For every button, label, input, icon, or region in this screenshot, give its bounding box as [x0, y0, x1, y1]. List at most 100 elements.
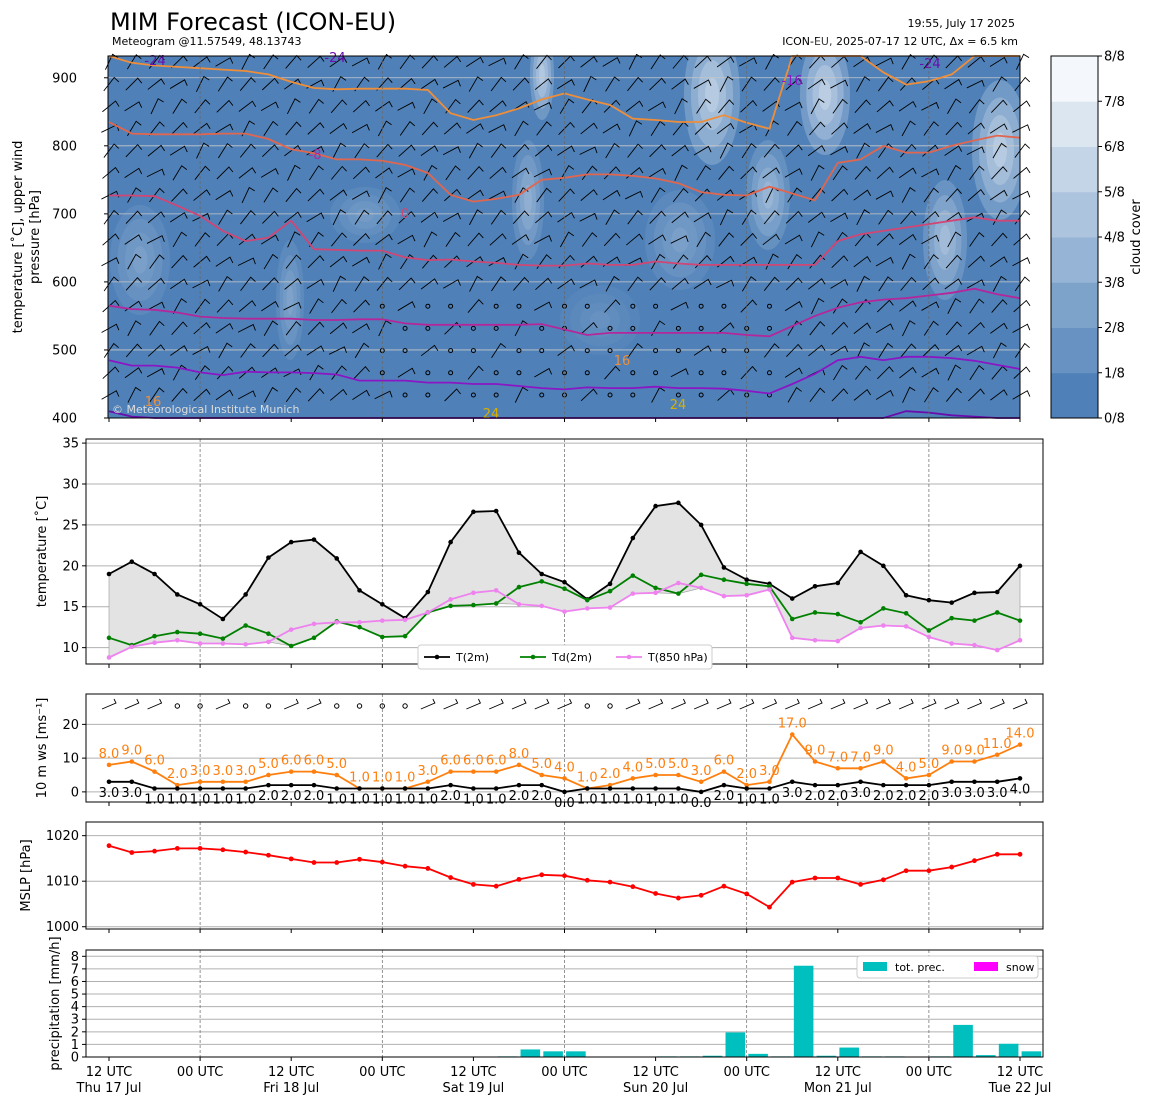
data-point-temp-0 — [197, 601, 203, 607]
cloud-area — [662, 215, 698, 265]
surface-wind-barb — [215, 698, 231, 710]
data-point-mean — [380, 786, 385, 791]
calm-wind-marker — [630, 370, 636, 376]
wind-barb — [103, 209, 120, 225]
wind-barb — [559, 231, 575, 248]
wind-barb — [149, 254, 165, 269]
wind-barb — [878, 342, 894, 359]
wind-barb — [1012, 190, 1031, 200]
wind-barb — [785, 277, 803, 291]
mean-wind-data-label: 1.0 — [759, 793, 780, 808]
y-axis-label-wind: 10 m ws [ms⁻¹] — [35, 698, 50, 799]
data-point-mslp — [972, 858, 977, 864]
wind-barb — [830, 146, 849, 156]
cloud-area — [580, 302, 620, 338]
wind-barb — [672, 187, 689, 203]
wind-barb — [1014, 276, 1030, 292]
colorbar-tick-label: 8/8 — [1104, 50, 1125, 65]
gust-data-label: 9.0 — [941, 744, 962, 759]
precipitation-bar — [702, 1055, 723, 1057]
mean-wind-data-label: 1.0 — [486, 793, 507, 808]
gust-data-label: 9.0 — [873, 744, 894, 759]
wind-barb — [902, 320, 916, 337]
y-tick-label-cloud: 800 — [52, 139, 77, 154]
wind-barb — [876, 166, 894, 180]
wind-barb — [512, 77, 530, 91]
isotherm-label: 16 — [145, 395, 162, 410]
data-point-mean — [607, 786, 613, 791]
wind-barb — [331, 298, 347, 314]
wind-barb — [966, 79, 985, 89]
gust-data-label: 1.0 — [577, 771, 598, 786]
data-point-mslp — [471, 881, 476, 887]
surface-calm-marker — [242, 703, 249, 709]
wind-barb — [741, 209, 757, 225]
wind-barb — [354, 76, 370, 92]
wind-barb — [693, 345, 712, 356]
data-point-temp-2 — [562, 609, 567, 614]
colorbar-step — [1051, 191, 1098, 238]
wind-barb — [329, 322, 348, 335]
gust-data-label: 14.0 — [1006, 727, 1035, 742]
calm-wind-marker — [698, 370, 704, 376]
wind-barb — [445, 98, 461, 114]
wind-barb — [491, 342, 507, 358]
wind-barb — [263, 253, 279, 270]
wind-barb — [467, 99, 484, 113]
wind-barb — [238, 100, 257, 112]
wind-barb — [374, 390, 393, 400]
wind-barb — [285, 121, 302, 136]
data-point-gust — [243, 779, 248, 785]
isotherm-label: -24 — [919, 57, 940, 72]
wind-barb — [488, 190, 507, 200]
wind-barb — [717, 255, 735, 268]
data-point-temp-0 — [949, 600, 954, 605]
wind-barb — [764, 343, 780, 358]
wind-barb — [625, 190, 644, 200]
precipitation-bar — [1021, 1051, 1042, 1057]
mean-wind-data-label: 1.0 — [418, 793, 439, 808]
wind-barb — [443, 122, 462, 135]
wind-barb — [945, 121, 962, 136]
wind-barb — [992, 76, 1007, 92]
wind-barb — [625, 257, 644, 267]
gust-data-label: 5.0 — [258, 757, 279, 772]
isotherm-label: -24 — [144, 54, 165, 69]
y-axis-label-temp: temperature [˚C] — [34, 496, 50, 608]
data-point-gust — [539, 772, 545, 778]
wind-barb — [149, 187, 165, 203]
data-point-mslp — [630, 884, 636, 890]
wind-barb — [670, 235, 689, 244]
wind-barb — [127, 320, 142, 337]
wind-barb — [580, 189, 598, 201]
wind-barb — [947, 98, 962, 114]
gust-data-label: 9.0 — [121, 744, 142, 759]
data-point-gust — [288, 769, 294, 774]
data-point-gust — [926, 772, 932, 778]
precipitation-legend — [856, 955, 1039, 979]
wind-barb — [557, 278, 575, 290]
wind-barb — [763, 77, 780, 91]
wind-barb — [718, 165, 735, 180]
panel-frame-precip — [85, 949, 1044, 1058]
data-point-temp-1 — [630, 573, 636, 578]
wind-barb — [875, 57, 894, 67]
data-point-mean — [903, 782, 909, 788]
data-point-gust — [949, 759, 954, 764]
wind-barb — [397, 367, 416, 378]
wind-barb — [215, 123, 234, 134]
y-tick-label-wind: 20 — [62, 718, 79, 733]
mean-wind-data-label: 3.0 — [964, 786, 985, 801]
surface-wind-barb — [762, 698, 778, 710]
data-point-temp-2 — [243, 642, 248, 647]
wind-barb — [809, 121, 826, 136]
wind-barb — [101, 323, 120, 333]
wind-barb — [921, 101, 940, 111]
wind-barb — [1012, 124, 1031, 133]
wind-barb — [262, 277, 279, 291]
wind-barb — [966, 345, 985, 356]
data-point-mslp — [994, 851, 1000, 857]
cloud-area — [751, 153, 785, 237]
y-tick-label-precip: 7 — [71, 962, 79, 977]
